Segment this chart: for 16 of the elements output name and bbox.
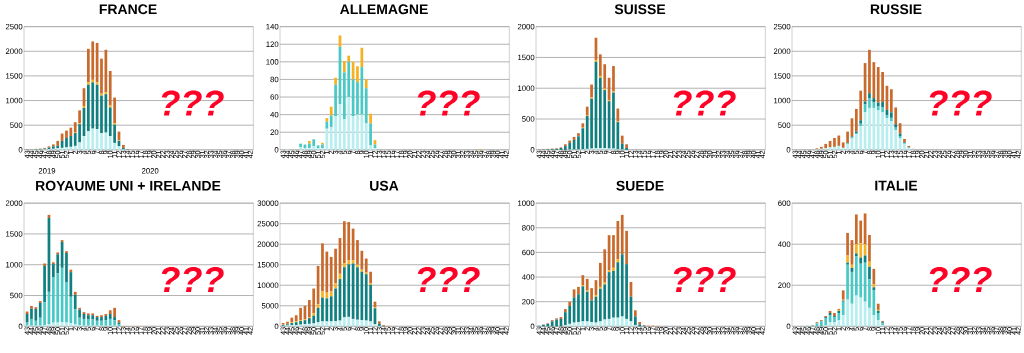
- chart-title: SUEDE: [616, 180, 664, 191]
- annotation: ???: [929, 90, 992, 116]
- annotation: ???: [929, 266, 992, 293]
- annotation: ???: [417, 266, 480, 293]
- chart-title: ROYAUME UNI + IRELANDE: [36, 180, 221, 191]
- annotation: ???: [673, 90, 736, 116]
- chart-title: FRANCE: [99, 4, 157, 15]
- chart-title: ALLEMAGNE: [340, 4, 428, 15]
- annotation: ???: [161, 90, 224, 116]
- chart-title: ITALIE: [875, 180, 918, 191]
- chart-title: RUSSIE: [870, 4, 922, 15]
- annotation: ???: [673, 266, 736, 293]
- chart-title: SUISSE: [614, 4, 666, 15]
- annotation: ???: [417, 90, 480, 116]
- chart-title: USA: [370, 180, 399, 191]
- annotation: ???: [161, 266, 224, 293]
